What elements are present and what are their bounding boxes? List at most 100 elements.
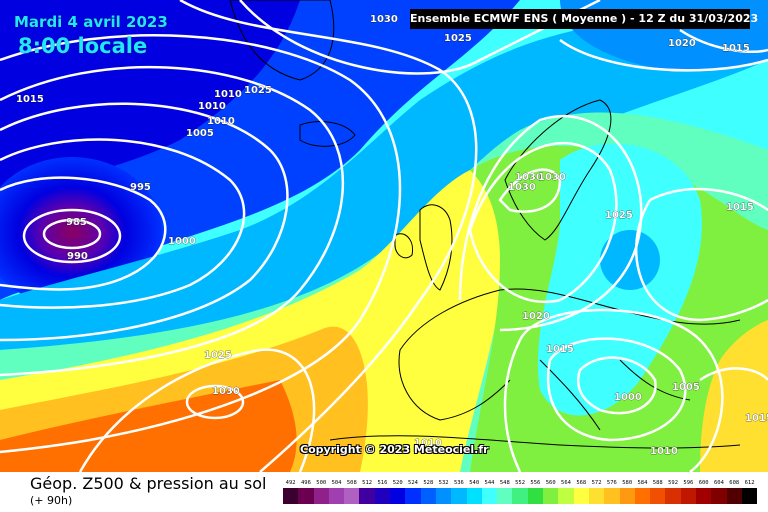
scale-value-label: 612 [744, 480, 755, 486]
scale-swatch [405, 488, 421, 504]
scale-value-label: 580 [622, 480, 633, 486]
scale-step: 532 [435, 479, 452, 504]
map-canvas: 1030 1025 1020 1015 1015 1010 1010 1025 … [0, 0, 768, 472]
isobar-label: 1015 [16, 94, 44, 105]
isobar-1030-azores [185, 384, 245, 420]
isobar-1015 [0, 34, 402, 454]
scale-value-label: 524 [408, 480, 418, 486]
scale-step: 596 [680, 479, 697, 504]
scale-swatch [344, 488, 360, 504]
scale-step: 592 [665, 479, 681, 504]
scale-value-label: 540 [469, 480, 480, 486]
isobar-label: 1010 [198, 101, 226, 112]
isobar-label: 1030 [538, 172, 566, 183]
isobar-1020 [179, 0, 478, 472]
scale-swatch [711, 488, 727, 504]
isobar-1000 [0, 138, 246, 309]
scale-value-label: 548 [499, 480, 510, 486]
scale-step: 516 [374, 479, 391, 504]
scale-swatch [451, 488, 467, 504]
scale-step: 536 [451, 479, 467, 504]
scale-step: 540 [466, 479, 482, 504]
scale-step: 564 [558, 479, 574, 504]
scale-value-label: 496 [300, 480, 311, 486]
scale-value-label: 552 [515, 480, 526, 486]
scale-step: 512 [359, 479, 375, 504]
scale-swatch [650, 488, 666, 504]
isobar-1020-east [458, 114, 643, 332]
scale-value-label: 508 [346, 480, 357, 486]
scale-swatch [466, 488, 482, 504]
scale-swatch [726, 488, 742, 504]
scale-swatch [374, 488, 391, 504]
scale-step: 500 [313, 479, 329, 504]
isobar-label: 1010 [414, 438, 442, 449]
britain-coast [419, 204, 453, 291]
scale-value-label: 600 [698, 480, 709, 486]
isobar-1015-med [503, 308, 724, 472]
isobar-1005 [0, 102, 289, 342]
map-title: Géop. Z500 & pression au sol [30, 474, 267, 493]
isobar-label: 1015 [722, 43, 750, 54]
scale-step: 504 [328, 479, 345, 504]
isobar-1015-ne [679, 28, 768, 54]
scale-swatch [634, 488, 651, 504]
isobar-label: 1030 [212, 386, 240, 397]
ireland-coast [394, 233, 414, 259]
scale-value-label: 528 [423, 480, 434, 486]
ensemble-run-label: Ensemble ECMWF ENS ( Moyenne ) - 12 Z du… [410, 9, 758, 29]
scale-value-label: 532 [438, 480, 449, 486]
scale-swatch [328, 488, 345, 504]
europe-coast [398, 288, 741, 431]
isobar-label: 1030 [515, 172, 543, 183]
isobar-label: 1015 [546, 344, 574, 355]
scale-step: 496 [298, 479, 314, 504]
isobar-label: 1030 [370, 14, 398, 25]
greenland-coast [229, 0, 335, 81]
isobar-1020-ne [559, 38, 768, 72]
isobar-1015-east [635, 187, 768, 322]
scale-value-label: 516 [377, 480, 388, 486]
scale-value-label: 592 [668, 480, 679, 486]
scale-swatch [481, 488, 498, 504]
scale-step: 600 [696, 479, 712, 504]
isobar-1010-med [546, 337, 687, 442]
scale-swatch [313, 488, 329, 504]
isobar-label: 1025 [244, 85, 272, 96]
scale-step: 548 [497, 479, 513, 504]
scale-value-label: 568 [576, 480, 587, 486]
scale-swatch [283, 488, 299, 504]
scale-swatch [619, 488, 635, 504]
scale-value-label: 572 [591, 480, 602, 486]
isobar-label: 990 [67, 251, 88, 262]
scale-value-label: 588 [652, 480, 663, 486]
scale-value-label: 596 [683, 480, 694, 486]
scale-swatch [390, 488, 406, 504]
isobar-label: 1010 [214, 89, 242, 100]
isobar-990 [22, 208, 122, 264]
scale-step: 544 [481, 479, 498, 504]
color-scale-legend: 492 496 500 504 508 512 516 520 524 528 532 536 540 5… [283, 479, 758, 504]
isobar-1010 [0, 65, 345, 377]
weather-map: 1030 1025 1020 1015 1015 1010 1010 1025 … [0, 0, 768, 472]
scale-swatch [420, 488, 436, 504]
scale-value-label: 544 [484, 480, 495, 486]
isobar-label: 995 [130, 182, 151, 193]
forecast-local-time: 8:00 locale [18, 34, 148, 58]
scale-step: 572 [588, 479, 605, 504]
isobar-1015-se [699, 367, 768, 382]
copyright-notice: Copyright © 2023 Meteociel.fr [300, 443, 489, 456]
isobar-label: 1020 [522, 311, 550, 322]
scale-value-label: 564 [561, 480, 571, 486]
forecast-date: Mardi 4 avril 2023 [14, 13, 168, 31]
isobar-label: 1025 [605, 210, 633, 221]
scale-swatch [741, 488, 758, 504]
isobar-label: 1020 [668, 38, 696, 49]
scale-swatch [527, 488, 544, 504]
scale-value-label: 520 [392, 480, 403, 486]
scale-step: 524 [405, 479, 421, 504]
scale-value-label: 556 [530, 480, 541, 486]
isobar-1005-med [576, 356, 657, 415]
isobar-label: 1030 [508, 182, 536, 193]
scale-value-label: 512 [362, 480, 373, 486]
